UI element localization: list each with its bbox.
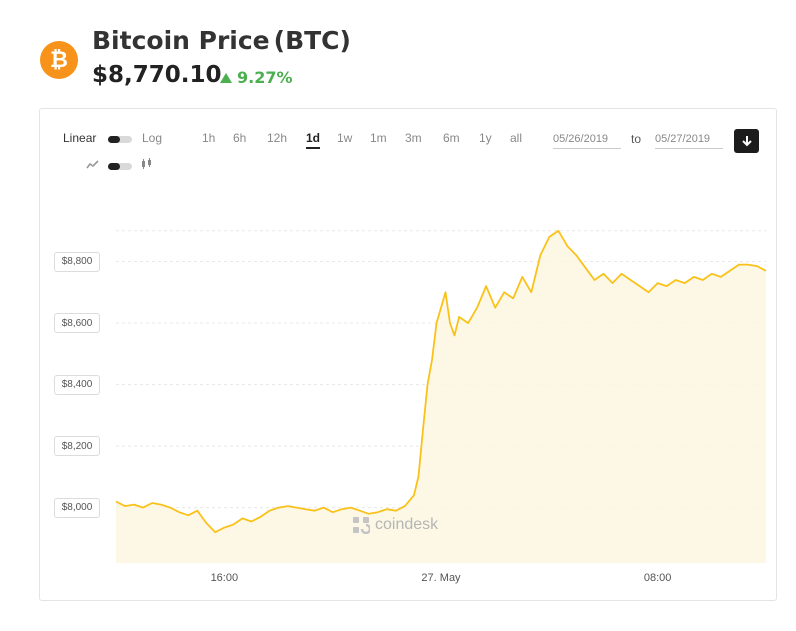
scale-linear-label[interactable]: Linear — [63, 131, 97, 145]
range-6m[interactable]: 6m — [443, 131, 460, 145]
line-chart-icon[interactable] — [86, 160, 99, 170]
current-price: $8,770.10 — [92, 62, 222, 88]
range-1d[interactable]: 1d — [306, 131, 321, 149]
x-tick-label: 16:00 — [210, 572, 239, 584]
download-button[interactable] — [734, 129, 759, 153]
range-1m[interactable]: 1m — [370, 131, 387, 145]
price-change-value: 9.27% — [237, 68, 293, 87]
price-change: 9.27% — [220, 68, 293, 87]
range-6h[interactable]: 6h — [233, 131, 247, 145]
coindesk-logo-icon — [353, 517, 370, 534]
scale-log-label[interactable]: Log — [142, 131, 163, 145]
y-tick-label: $8,000 — [54, 497, 100, 518]
range-12h[interactable]: 12h — [267, 131, 288, 145]
download-arrow-icon — [741, 136, 752, 147]
coin-name: Bitcoin Price — [92, 26, 270, 55]
y-tick-label: $8,200 — [54, 436, 100, 457]
date-to-input[interactable] — [655, 130, 723, 149]
up-triangle-icon — [220, 72, 232, 83]
range-1y[interactable]: 1y — [479, 131, 492, 145]
range-3m[interactable]: 3m — [405, 131, 422, 145]
bitcoin-logo-icon: ₿ — [40, 41, 78, 79]
y-tick-label: $8,400 — [54, 374, 100, 395]
y-tick-label: $8,800 — [54, 251, 100, 272]
price-line — [115, 229, 767, 534]
coindesk-watermark: coindesk — [352, 516, 438, 534]
page-title: Bitcoin Price (BTC) — [92, 26, 351, 55]
date-from-input[interactable] — [553, 130, 621, 149]
candlestick-icon[interactable] — [141, 158, 153, 170]
range-1w[interactable]: 1w — [337, 131, 353, 145]
x-tick-label: 27. May — [421, 572, 461, 584]
date-to-label: to — [631, 132, 642, 146]
chart-type-toggle[interactable] — [108, 163, 132, 170]
range-all[interactable]: all — [510, 131, 523, 145]
price-area — [116, 230, 766, 564]
x-tick-label: 08:00 — [643, 572, 672, 584]
y-tick-label: $8,600 — [54, 313, 100, 334]
scale-toggle[interactable] — [108, 136, 132, 143]
coin-ticker: (BTC) — [273, 26, 351, 55]
range-1h[interactable]: 1h — [202, 131, 216, 145]
